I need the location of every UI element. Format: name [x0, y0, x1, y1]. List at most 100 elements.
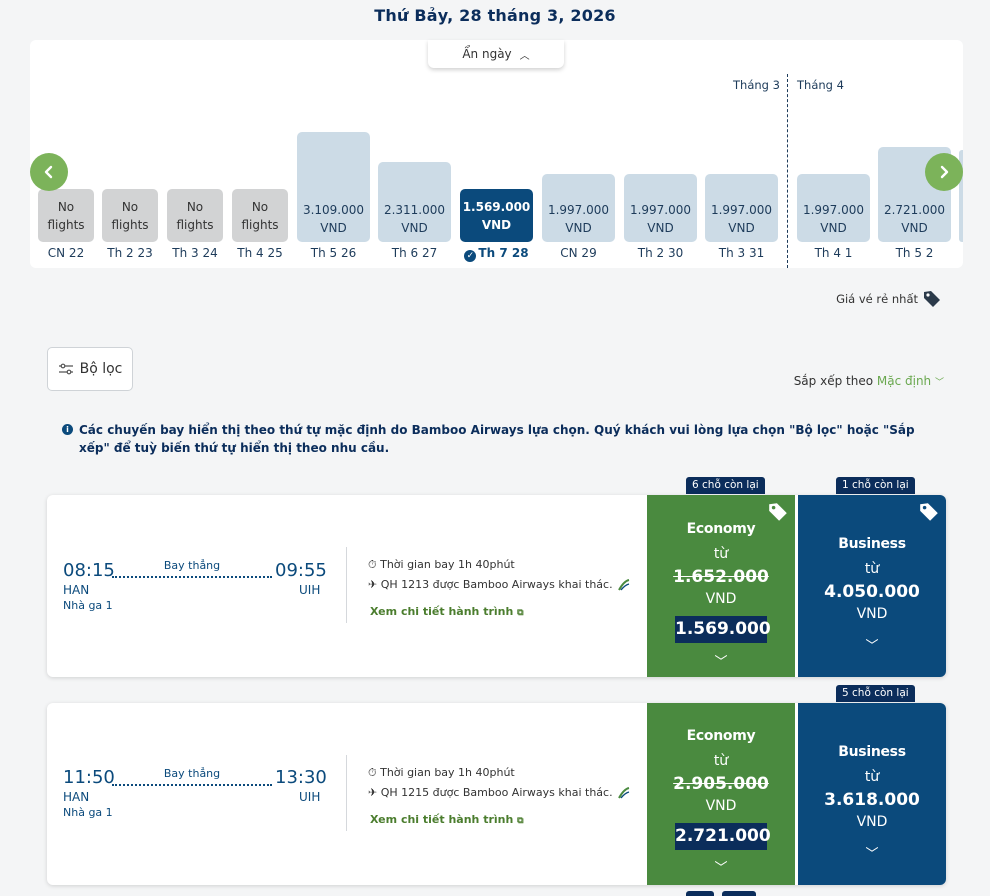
economy-fare-panel[interactable]: Economy từ 2.905.000 VND 2.721.000 ﹀	[647, 703, 795, 885]
day-tile-currency: VND	[728, 221, 755, 235]
prev-days-button[interactable]	[30, 153, 68, 191]
day-label: Th 3 31	[718, 246, 765, 260]
day-tile-cn-29[interactable]: 1.997.000 VND	[542, 174, 615, 242]
chevron-up-icon: ︿	[519, 50, 530, 62]
day-label: Th 5 2	[895, 246, 934, 260]
info-text: Các chuyến bay hiển thị theo thứ tự mặc …	[79, 423, 915, 455]
depart-time: 08:15	[63, 560, 115, 581]
day-tile-th6-27[interactable]: 2.311.000 VND	[378, 162, 451, 242]
day-tile-th4-25[interactable]: No flights	[232, 189, 288, 242]
day-tile-cn-22[interactable]: No flights	[38, 189, 94, 242]
day-tile-th3-31[interactable]: 1.997.000 VND	[705, 174, 778, 242]
day-tile-th4-1[interactable]: 1.997.000 VND	[797, 174, 870, 242]
day-tile-bottom: flights	[47, 217, 85, 232]
day-tile-th3-24[interactable]: No flights	[167, 189, 223, 242]
day-label: Th 6 27	[391, 246, 438, 260]
filter-button[interactable]: Bộ lọc	[47, 347, 133, 391]
destination-code: UIH	[299, 790, 321, 804]
fare-class: Economy	[686, 728, 756, 744]
fare-from: từ	[713, 546, 729, 562]
date-title: Thứ Bảy, 28 tháng 3, 2026	[374, 6, 616, 25]
day-tile-th7-28-selected[interactable]: 1.569.000 VND	[460, 189, 533, 242]
economy-fare-panel[interactable]: Economy từ 1.652.000 VND 1.569.000 ﹀	[647, 495, 795, 677]
day-tile-th2-30[interactable]: 1.997.000 VND	[624, 174, 697, 242]
price-tag-icon	[769, 503, 787, 521]
itinerary-details-link[interactable]: Xem chi tiết hành trình ⧉	[370, 605, 524, 618]
day-tile-currency: VND	[401, 221, 428, 235]
day-tile-top: No	[251, 199, 269, 214]
fare-class: Business	[838, 536, 906, 552]
price-tag-icon	[924, 291, 940, 307]
hide-days-label: Ẩn ngày	[462, 47, 512, 61]
business-fare-panel[interactable]: Business từ 4.050.000 VND ﹀	[798, 495, 946, 677]
fare-price: 2.721.000	[675, 823, 771, 850]
flight-duration: ⏱ Thời gian bay 1h 40phút	[368, 766, 515, 780]
sort-control[interactable]: Sắp xếp theo Mặc định ﹀	[794, 374, 944, 388]
duration-text: Thời gian bay 1h 40phút	[380, 558, 515, 571]
fare-currency: VND	[705, 591, 737, 607]
route-line	[112, 576, 272, 578]
chevron-down-icon: ﹀	[865, 639, 879, 654]
hide-days-button[interactable]: Ẩn ngày ︿	[428, 40, 564, 68]
flight-operator: ✈ QH 1215 được Bamboo Airways khai thác.	[368, 786, 631, 799]
day-tile-price: 2.721.000	[883, 203, 946, 217]
origin-code: HAN	[63, 790, 90, 804]
day-tile-top: No	[121, 199, 139, 214]
itinerary-details-link[interactable]: Xem chi tiết hành trình ⧉	[370, 813, 524, 826]
depart-time: 11:50	[63, 767, 115, 788]
day-tile-top: No	[57, 199, 75, 214]
day-tile-bottom: flights	[111, 217, 149, 232]
day-tile-price: 3.109.000	[302, 203, 365, 217]
fare-class: Business	[838, 744, 906, 760]
sort-value: Mặc định	[876, 374, 932, 388]
details-link-text: Xem chi tiết hành trình	[370, 605, 514, 618]
day-tile-th5-26[interactable]: 3.109.000 VND	[297, 132, 370, 242]
day-tile-th2-23[interactable]: No flights	[102, 189, 158, 242]
flight-card: 08:15 09:55 Bay thẳng HAN UIH Nhà ga 1 ⏱…	[47, 495, 946, 677]
fare-old-price: 2.905.000	[673, 774, 769, 794]
day-label: Th 4 25	[237, 246, 283, 260]
bamboo-airways-logo-icon	[617, 787, 629, 799]
fare-currency: VND	[705, 798, 737, 814]
next-card-badge-partial	[686, 891, 714, 896]
bamboo-airways-logo-icon	[617, 579, 629, 591]
sort-label: Sắp xếp theo	[793, 374, 874, 388]
direct-flight-label: Bay thẳng	[163, 559, 221, 572]
day-tile-bottom: flights	[176, 217, 214, 232]
filter-label: Bộ lọc	[79, 361, 123, 377]
fare-old-price: 1.652.000	[673, 567, 769, 587]
stopwatch-icon: ⏱	[368, 766, 377, 779]
chevron-down-icon: ﹀	[934, 378, 944, 388]
day-label-text: Th 7 28	[478, 246, 529, 260]
day-tile-top: No	[186, 199, 204, 214]
day-label-selected: ✓ Th 7 28	[455, 246, 538, 262]
chevron-right-icon	[940, 165, 949, 179]
day-label: Th 2 30	[637, 246, 684, 260]
fare-class: Economy	[686, 521, 756, 537]
day-tile-currency: VND	[647, 221, 674, 235]
operator-text: QH 1215 được Bamboo Airways khai thác.	[380, 786, 613, 799]
day-tile-bottom: flights	[241, 217, 279, 232]
day-tile-price: 1.997.000	[547, 203, 610, 217]
day-tile-price: 1.997.000	[629, 203, 692, 217]
day-tile-price: 1.569.000	[462, 199, 531, 214]
info-notice: i Các chuyến bay hiển thị theo thứ tự mặ…	[62, 421, 942, 457]
terminal-label: Nhà ga 1	[63, 599, 113, 612]
external-link-icon: ⧉	[517, 608, 524, 618]
seats-left-badge: 6 chỗ còn lại	[686, 477, 765, 494]
day-label: Th 5 26	[310, 246, 357, 260]
chevron-down-icon: ﹀	[714, 655, 728, 670]
business-fare-panel[interactable]: Business từ 3.618.000 VND ﹀	[798, 703, 946, 885]
cheapest-fare-legend: Giá vé rẻ nhất	[836, 289, 942, 309]
month-divider	[787, 74, 788, 268]
fare-from: từ	[713, 753, 729, 769]
fare-price: 3.618.000	[824, 790, 920, 810]
seats-left-badge: 1 chỗ còn lại	[836, 477, 915, 494]
day-label: Th 2 23	[107, 246, 153, 260]
fare-price: 4.050.000	[824, 582, 920, 602]
fare-currency: VND	[856, 606, 888, 622]
flight-duration: ⏱ Thời gian bay 1h 40phút	[368, 558, 515, 572]
month-label-april: Tháng 4	[797, 78, 844, 92]
next-days-button[interactable]	[925, 153, 963, 191]
day-tile-partial	[959, 150, 963, 242]
